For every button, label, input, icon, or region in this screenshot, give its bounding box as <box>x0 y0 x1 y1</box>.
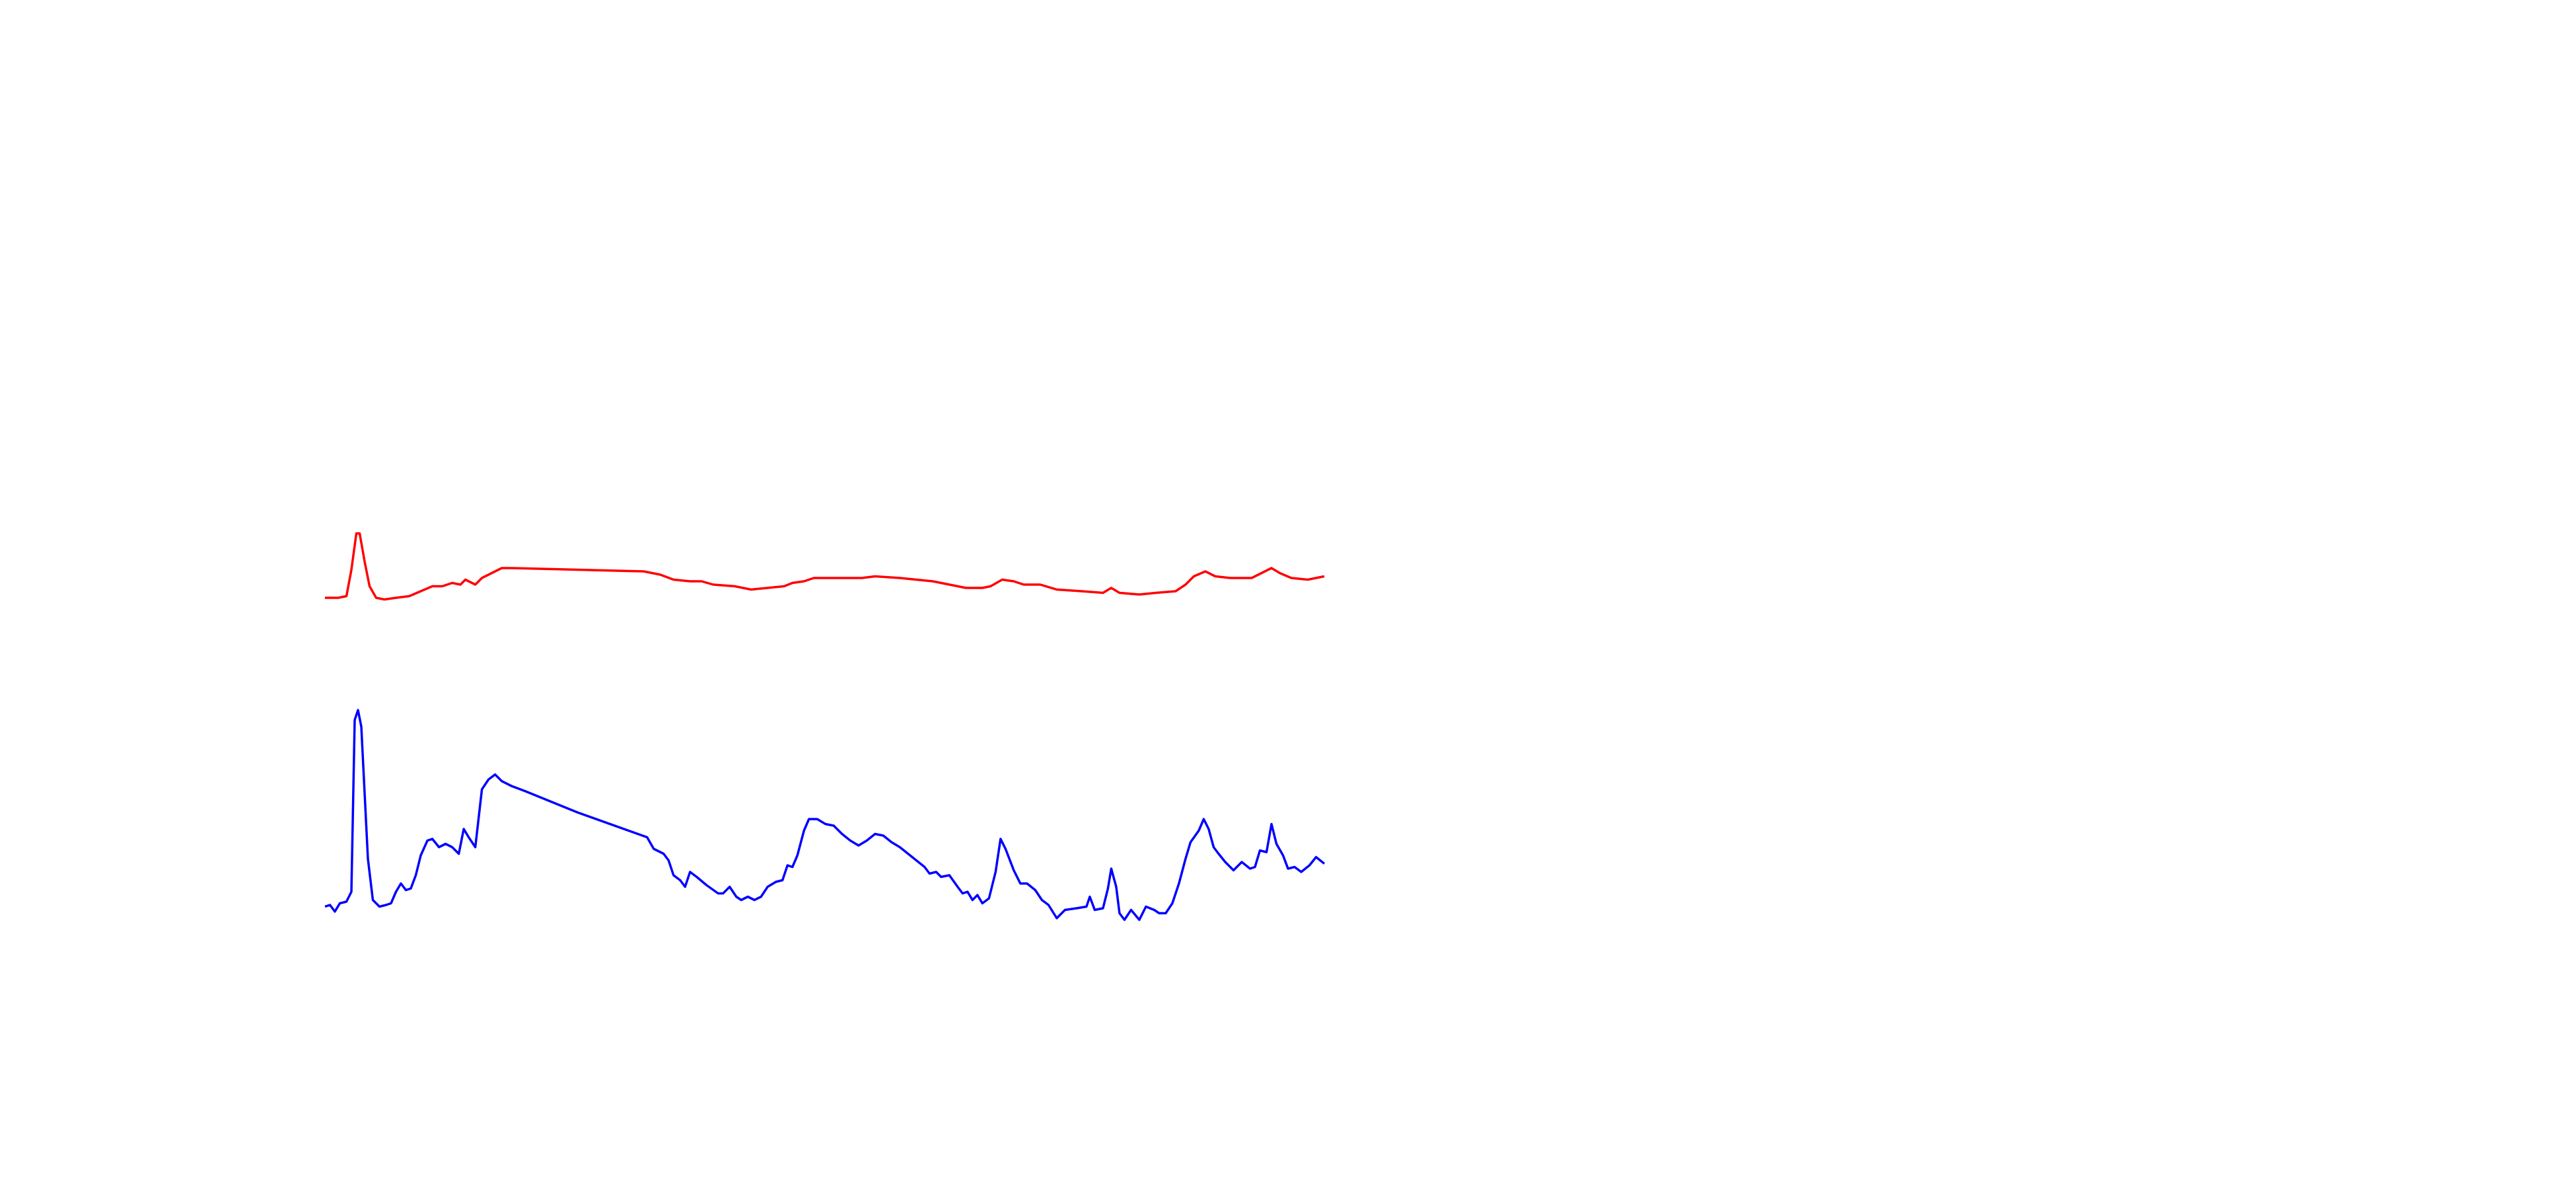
data-line <box>324 709 1326 921</box>
data-line <box>325 532 1325 601</box>
